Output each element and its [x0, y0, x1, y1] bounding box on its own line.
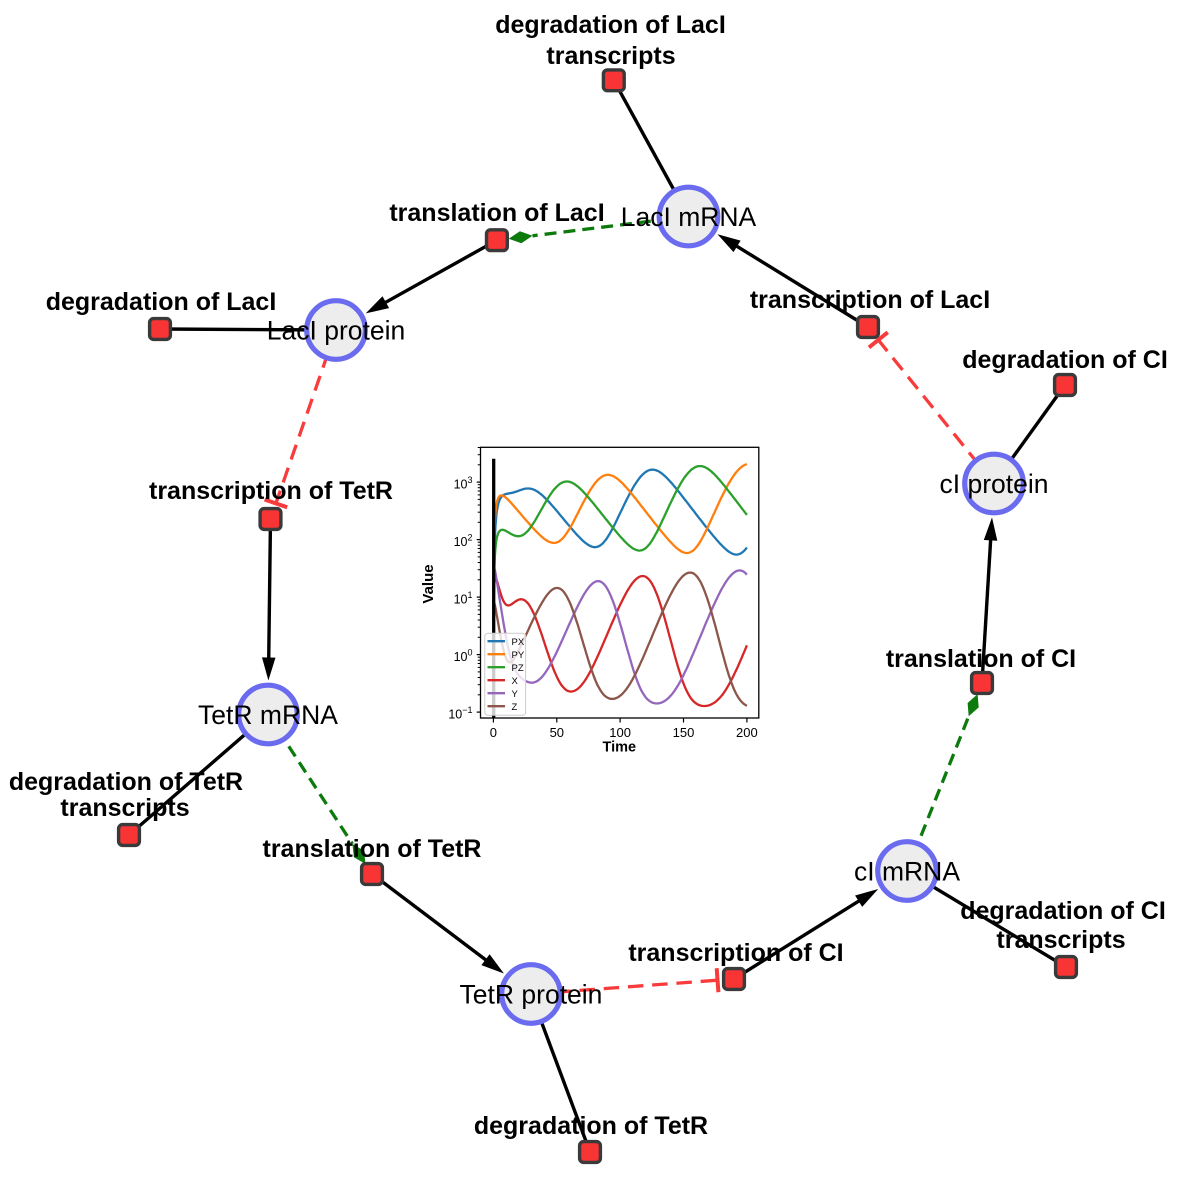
svg-text:transcription of CI: transcription of CI	[628, 939, 843, 967]
svg-text:TetR mRNA: TetR mRNA	[198, 700, 338, 730]
svg-text:Time: Time	[603, 740, 637, 756]
svg-text:101: 101	[454, 590, 473, 607]
svg-text:degradation of TetR: degradation of TetR	[9, 768, 243, 796]
svg-text:Value: Value	[420, 564, 437, 603]
svg-text:50: 50	[550, 725, 564, 740]
svg-text:translation of LacI: translation of LacI	[389, 199, 604, 227]
svg-text:100: 100	[609, 725, 631, 740]
svg-text:150: 150	[673, 725, 695, 740]
svg-text:TetR protein: TetR protein	[460, 980, 603, 1010]
svg-text:degradation of TetR: degradation of TetR	[474, 1112, 708, 1140]
svg-text:X: X	[512, 676, 519, 687]
svg-text:transcription of TetR: transcription of TetR	[149, 477, 393, 505]
svg-text:103: 103	[454, 475, 473, 492]
svg-text:PZ: PZ	[512, 663, 524, 674]
svg-text:LacI mRNA: LacI mRNA	[621, 202, 757, 232]
svg-text:transcription of LacI: transcription of LacI	[750, 286, 990, 314]
svg-text:degradation of CI: degradation of CI	[960, 897, 1166, 925]
svg-text:degradation of CI: degradation of CI	[962, 346, 1168, 374]
svg-text:transcripts: transcripts	[996, 926, 1125, 954]
svg-text:102: 102	[454, 533, 473, 550]
svg-text:PX: PX	[512, 637, 525, 648]
svg-text:translation of CI: translation of CI	[886, 645, 1076, 673]
svg-text:PY: PY	[512, 650, 525, 661]
svg-text:Y: Y	[512, 689, 519, 700]
svg-text:100: 100	[454, 648, 473, 665]
svg-text:Z: Z	[512, 702, 518, 713]
svg-text:cI protein: cI protein	[939, 469, 1048, 499]
svg-text:10−1: 10−1	[448, 705, 472, 722]
svg-text:0: 0	[490, 725, 497, 740]
svg-text:degradation of LacI: degradation of LacI	[46, 288, 277, 316]
svg-text:degradation of LacI: degradation of LacI	[495, 11, 726, 39]
svg-text:cI mRNA: cI mRNA	[854, 857, 960, 887]
svg-text:transcripts: transcripts	[546, 42, 675, 70]
svg-text:transcripts: transcripts	[60, 794, 189, 822]
svg-text:translation of TetR: translation of TetR	[263, 835, 482, 863]
svg-text:200: 200	[736, 725, 758, 740]
svg-text:LacI protein: LacI protein	[267, 316, 405, 346]
